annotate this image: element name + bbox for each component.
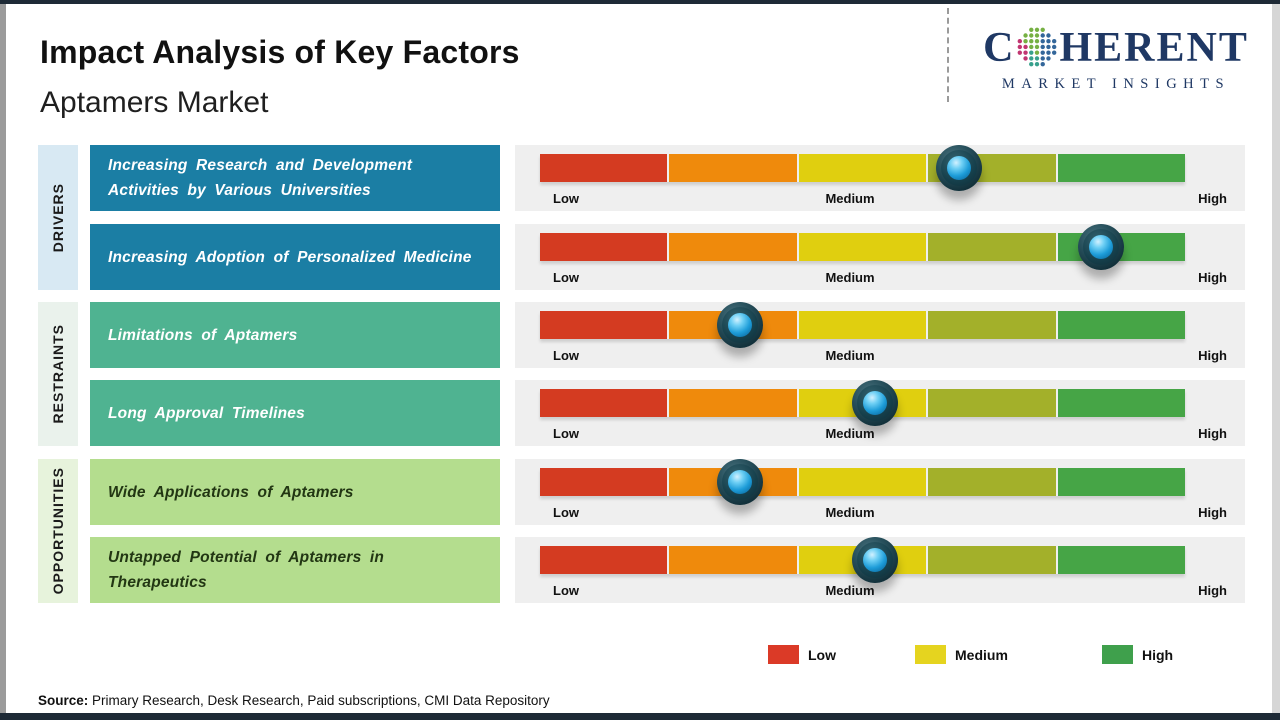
scale-label-high: High xyxy=(1198,505,1227,520)
source-line: Source: Primary Research, Desk Research,… xyxy=(38,693,550,708)
legend-item-medium: Medium xyxy=(915,645,1008,664)
brand-logo: C HERENT MARKET INSIGHTS xyxy=(968,24,1264,93)
group-strip-drivers: DRIVERS xyxy=(38,145,78,290)
factor-text: Limitations of Aptamers xyxy=(108,326,298,344)
scale-label-high: High xyxy=(1198,191,1227,206)
legend-swatch-high xyxy=(1102,645,1133,664)
factor-text: Wide Applications of Aptamers xyxy=(108,483,354,501)
legend-swatch-medium xyxy=(915,645,946,664)
impact-marker xyxy=(716,459,763,505)
impact-bar-panel: Low Medium High xyxy=(515,145,1245,211)
group-label: OPPORTUNITIES xyxy=(50,467,66,595)
scale-label-high: High xyxy=(1198,348,1227,363)
group-strip-restraints: RESTRAINTS xyxy=(38,302,78,446)
source-prefix: Source: xyxy=(38,693,89,708)
group-strip-opportunities: OPPORTUNITIES xyxy=(38,459,78,603)
impact-marker xyxy=(852,537,899,583)
scale-label-medium: Medium xyxy=(825,505,875,520)
factor-box: Increasing Research and Development Acti… xyxy=(90,145,500,211)
scale-label-medium: Medium xyxy=(825,191,875,206)
scale-label-low: Low xyxy=(553,270,579,285)
brand-wordmark: C HERENT xyxy=(968,24,1264,72)
right-border xyxy=(1272,4,1280,713)
group-label: RESTRAINTS xyxy=(50,324,66,424)
impact-bar-panel: Low Medium High xyxy=(515,537,1245,603)
source-text: Primary Research, Desk Research, Paid su… xyxy=(88,693,550,708)
scale-label-medium: Medium xyxy=(825,270,875,285)
legend-label: High xyxy=(1142,646,1174,663)
factor-text: Increasing Research and Development Acti… xyxy=(108,157,413,199)
factor-box: Long Approval Timelines xyxy=(90,380,500,446)
scale-label-medium: Medium xyxy=(825,426,875,441)
impact-bar-panel: Low Medium High xyxy=(515,224,1245,290)
impact-gradient-bar xyxy=(540,468,1186,496)
impact-marker xyxy=(936,145,983,191)
scale-label-low: Low xyxy=(553,348,579,363)
factor-box: Wide Applications of Aptamers xyxy=(90,459,500,525)
header-dashed-divider xyxy=(947,8,949,102)
impact-marker xyxy=(852,380,899,426)
impact-gradient-bar xyxy=(540,389,1186,417)
impact-marker xyxy=(716,302,763,348)
legend-label: Low xyxy=(808,646,836,663)
brand-tagline: MARKET INSIGHTS xyxy=(1001,76,1231,92)
scale-label-high: High xyxy=(1198,270,1227,285)
impact-bar-panel: Low Medium High xyxy=(515,459,1245,525)
page-title: Impact Analysis of Key Factors xyxy=(40,34,520,70)
factor-text: Untapped Potential of Aptamers in Therap… xyxy=(108,549,385,591)
bottom-accent-strip xyxy=(0,713,1280,720)
scale-label-low: Low xyxy=(553,191,579,206)
factor-text: Long Approval Timelines xyxy=(108,404,305,422)
brand-prefix: C xyxy=(983,25,1016,71)
page-subtitle: Aptamers Market xyxy=(40,86,269,119)
impact-bar-panel: Low Medium High xyxy=(515,302,1245,368)
factor-box: Untapped Potential of Aptamers in Therap… xyxy=(90,537,500,603)
impact-bar-panel: Low Medium High xyxy=(515,380,1245,446)
legend-item-high: High xyxy=(1102,645,1173,664)
scale-label-medium: Medium xyxy=(825,348,875,363)
scale-label-high: High xyxy=(1198,583,1227,598)
top-accent-strip xyxy=(0,0,1280,4)
impact-marker xyxy=(1078,224,1125,270)
factor-box: Limitations of Aptamers xyxy=(90,302,500,368)
scale-label-low: Low xyxy=(553,583,579,598)
legend-label: Medium xyxy=(955,646,1008,663)
scale-label-medium: Medium xyxy=(825,583,875,598)
legend-item-low: Low xyxy=(768,645,836,664)
globe-dots-icon xyxy=(1016,25,1058,67)
impact-gradient-bar xyxy=(540,154,1186,182)
group-label: DRIVERS xyxy=(50,182,66,253)
scale-label-low: Low xyxy=(553,426,579,441)
impact-gradient-bar xyxy=(540,311,1186,339)
factor-text: Increasing Adoption of Personalized Medi… xyxy=(108,248,472,266)
scale-label-high: High xyxy=(1198,426,1227,441)
scale-label-low: Low xyxy=(553,505,579,520)
left-border xyxy=(0,4,6,713)
legend-swatch-low xyxy=(768,645,799,664)
brand-suffix: HERENT xyxy=(1059,25,1249,71)
factor-box: Increasing Adoption of Personalized Medi… xyxy=(90,224,500,290)
